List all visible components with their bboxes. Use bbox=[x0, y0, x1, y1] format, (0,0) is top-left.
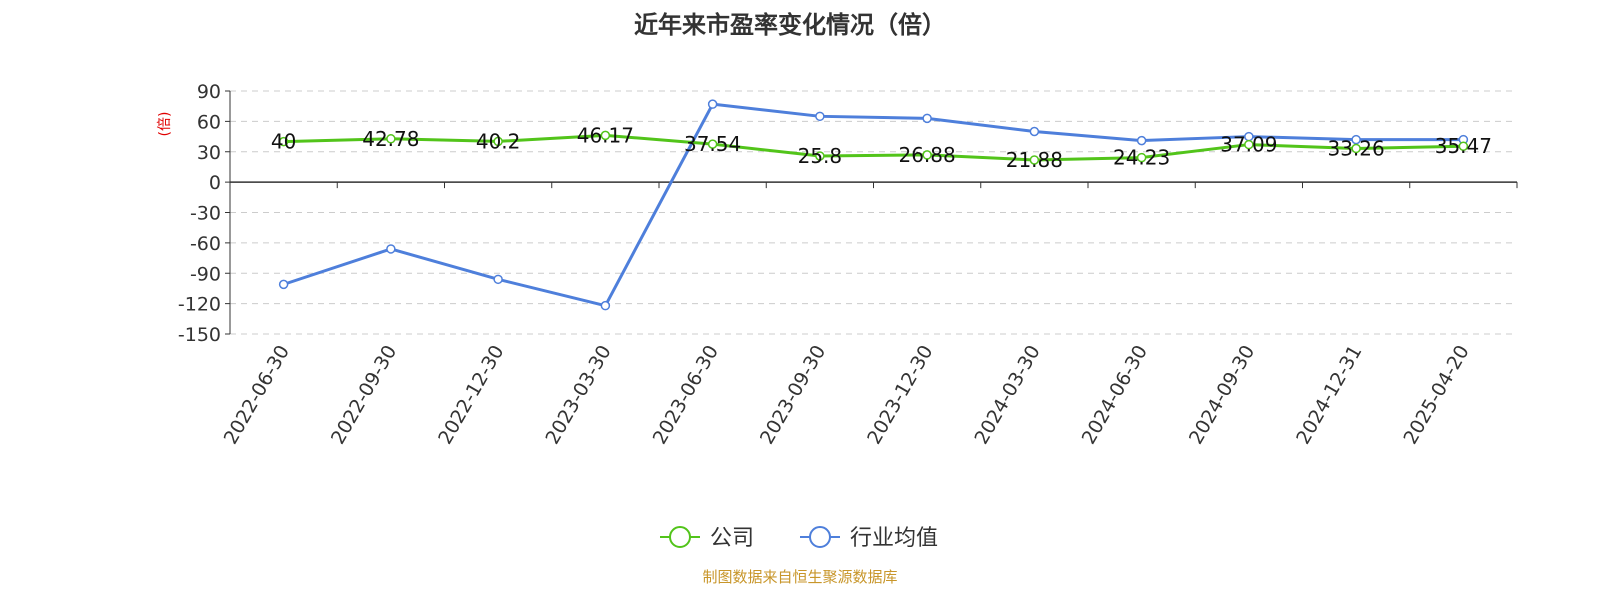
series-1-point[interactable] bbox=[278, 279, 289, 290]
series-1-point[interactable] bbox=[1136, 135, 1147, 146]
x-tick-label: 2023-09-30 bbox=[756, 342, 830, 449]
series-0-point[interactable] bbox=[1458, 141, 1469, 151]
data-label: 24.23 bbox=[1113, 146, 1170, 170]
x-tick-label: 2023-03-30 bbox=[541, 342, 615, 449]
data-label: 37.54 bbox=[684, 132, 741, 156]
data-source-note: 制图数据来自恒生聚源数据库 bbox=[702, 568, 897, 586]
data-labels: 40 42.78 40.2 46.17 37.54 25.8 26.88 21.88 24.23… bbox=[271, 123, 1492, 172]
series-1-point[interactable] bbox=[1029, 126, 1040, 137]
x-tick-label: 2022-06-30 bbox=[220, 342, 294, 449]
y-tick-label: -30 bbox=[190, 203, 221, 225]
series-0-point[interactable] bbox=[1244, 139, 1254, 150]
legend-label[interactable]: 行业均值 bbox=[850, 526, 938, 551]
series-0-point[interactable] bbox=[1136, 152, 1147, 163]
data-label: 33.26 bbox=[1327, 136, 1384, 160]
series-1-point[interactable] bbox=[1351, 134, 1361, 145]
data-label: 40.2 bbox=[476, 129, 521, 153]
series-1-point[interactable] bbox=[600, 300, 611, 311]
data-label: 25.8 bbox=[798, 144, 843, 168]
y-tick-label: -120 bbox=[178, 294, 221, 316]
x-tick-label: 2022-09-30 bbox=[327, 342, 401, 449]
series-1-point[interactable] bbox=[386, 244, 396, 254]
y-tick-label: -60 bbox=[190, 233, 221, 255]
series-0-point[interactable] bbox=[815, 151, 825, 161]
legend[interactable]: 公司 行业均值 bbox=[660, 526, 938, 551]
data-label: 46.17 bbox=[577, 123, 634, 147]
y-tick-label: 30 bbox=[197, 142, 221, 164]
y-axis-label: (倍) bbox=[157, 112, 173, 137]
legend-label[interactable]: 公司 bbox=[710, 526, 754, 551]
series-line-1 bbox=[283, 102, 1464, 308]
x-tick-label: 2024-09-30 bbox=[1185, 342, 1259, 449]
y-tick-label: -90 bbox=[190, 263, 221, 285]
data-label: 21.88 bbox=[1006, 148, 1063, 172]
x-tick-label: 2023-12-30 bbox=[863, 342, 937, 449]
data-label: 42.78 bbox=[362, 127, 419, 151]
y-tick-label: 90 bbox=[197, 81, 221, 103]
y-tick-label: 0 bbox=[209, 172, 221, 194]
x-tick-label: 2024-03-30 bbox=[970, 342, 1044, 449]
data-label: 40 bbox=[271, 130, 296, 154]
y-tick-label: -150 bbox=[178, 324, 221, 346]
x-tick-label: 2022-12-30 bbox=[434, 342, 508, 449]
series-0-point[interactable] bbox=[600, 130, 611, 141]
series-lines bbox=[278, 99, 1469, 311]
legend-swatch-marker[interactable] bbox=[809, 526, 831, 548]
x-tick-label: 2025-04-20 bbox=[1399, 342, 1473, 449]
grid-lines bbox=[230, 90, 1517, 335]
series-0-point[interactable] bbox=[922, 150, 932, 160]
x-tick-label: 2024-12-31 bbox=[1292, 342, 1366, 449]
legend-swatch-marker[interactable] bbox=[669, 526, 691, 548]
data-label: 37.09 bbox=[1220, 133, 1277, 157]
data-label: 26.88 bbox=[898, 143, 955, 167]
series-0-point[interactable] bbox=[386, 134, 396, 144]
data-label: 35.47 bbox=[1435, 134, 1492, 158]
series-1-point[interactable] bbox=[707, 99, 718, 109]
series-0-point[interactable] bbox=[278, 136, 289, 147]
series-0-point[interactable] bbox=[707, 139, 718, 149]
series-0-point[interactable] bbox=[1029, 155, 1040, 165]
series-0-point[interactable] bbox=[1351, 143, 1361, 154]
series-1-point[interactable] bbox=[815, 111, 825, 122]
y-tick-label: 60 bbox=[197, 111, 221, 133]
series-1-point[interactable] bbox=[493, 274, 503, 285]
series-line-0 bbox=[283, 133, 1464, 162]
x-tick-label: 2023-06-30 bbox=[649, 342, 723, 449]
x-tick-label: 2024-06-30 bbox=[1078, 342, 1152, 449]
series-0-point[interactable] bbox=[493, 136, 503, 147]
series-1-point[interactable] bbox=[922, 113, 932, 124]
chart-title: 近年来市盈率变化情况（倍） bbox=[634, 11, 946, 39]
